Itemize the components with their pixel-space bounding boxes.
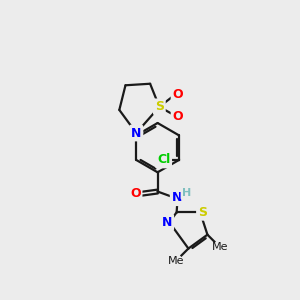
Text: O: O [172,88,183,101]
Text: O: O [172,110,183,123]
Text: Me: Me [212,242,228,252]
Text: H: H [182,188,191,198]
Text: S: S [155,100,164,113]
Text: N: N [172,191,182,204]
Text: Me: Me [168,256,184,266]
Text: S: S [198,206,207,219]
Text: N: N [162,216,172,229]
Text: Cl: Cl [157,154,170,166]
Text: O: O [130,187,141,200]
Text: N: N [131,127,141,140]
